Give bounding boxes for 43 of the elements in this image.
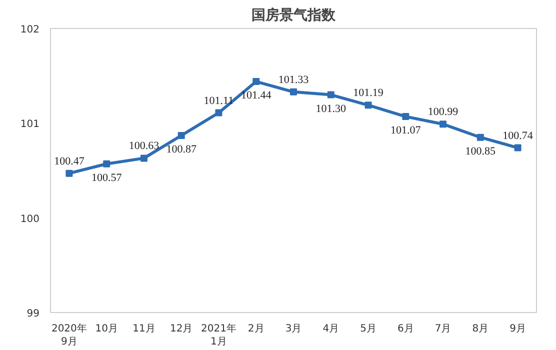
y-tick-label: 101 (20, 119, 40, 130)
x-tick-label: 3月 (285, 324, 302, 334)
y-tick-label: 102 (20, 24, 40, 36)
point (402, 113, 410, 120)
point (215, 109, 222, 116)
data-label: 101.44 (240, 90, 272, 102)
x-tick-label: 12月 (170, 324, 193, 334)
x-tick-label: 10月 (95, 324, 118, 334)
data-label: 100.63 (128, 140, 160, 152)
data-label: 100.85 (465, 145, 496, 158)
data-label: 100.57 (91, 172, 122, 184)
data-label: 101.19 (353, 87, 384, 100)
y-tick-label: 100 (20, 214, 40, 225)
x-tick-label: 4月 (322, 324, 340, 334)
data-label: 100.87 (166, 143, 197, 156)
x-tick-label: 2021年 1月 (201, 322, 236, 348)
x-tick-label: 8月 (472, 324, 489, 334)
point (364, 102, 372, 109)
x-tick-label: 9月 (510, 324, 526, 334)
chart-title: 国房景气指数 (252, 6, 336, 24)
point (252, 78, 260, 86)
data-label: 101.33 (278, 74, 310, 86)
x-tick-label: 2月 (248, 324, 264, 334)
point (327, 91, 334, 98)
point (514, 144, 522, 152)
x-tick-label: 11月 (132, 324, 156, 334)
point (440, 120, 447, 128)
data-label: 100.74 (502, 130, 534, 142)
point (290, 88, 297, 96)
x-tick-label: 2020年 9月 (51, 322, 87, 348)
data-label: 101.30 (316, 102, 347, 115)
point (140, 154, 148, 162)
y-tick-label: 99 (26, 308, 40, 320)
x-tick-label: 5月 (360, 324, 376, 334)
point (476, 134, 484, 141)
point (178, 132, 185, 139)
x-tick-label: 6月 (397, 324, 414, 334)
point (66, 170, 73, 177)
data-label: 100.47 (54, 155, 85, 168)
point (103, 160, 110, 168)
data-label: 101.07 (390, 124, 422, 137)
data-label: 100.99 (428, 106, 459, 118)
x-tick-label: 7月 (434, 324, 452, 334)
